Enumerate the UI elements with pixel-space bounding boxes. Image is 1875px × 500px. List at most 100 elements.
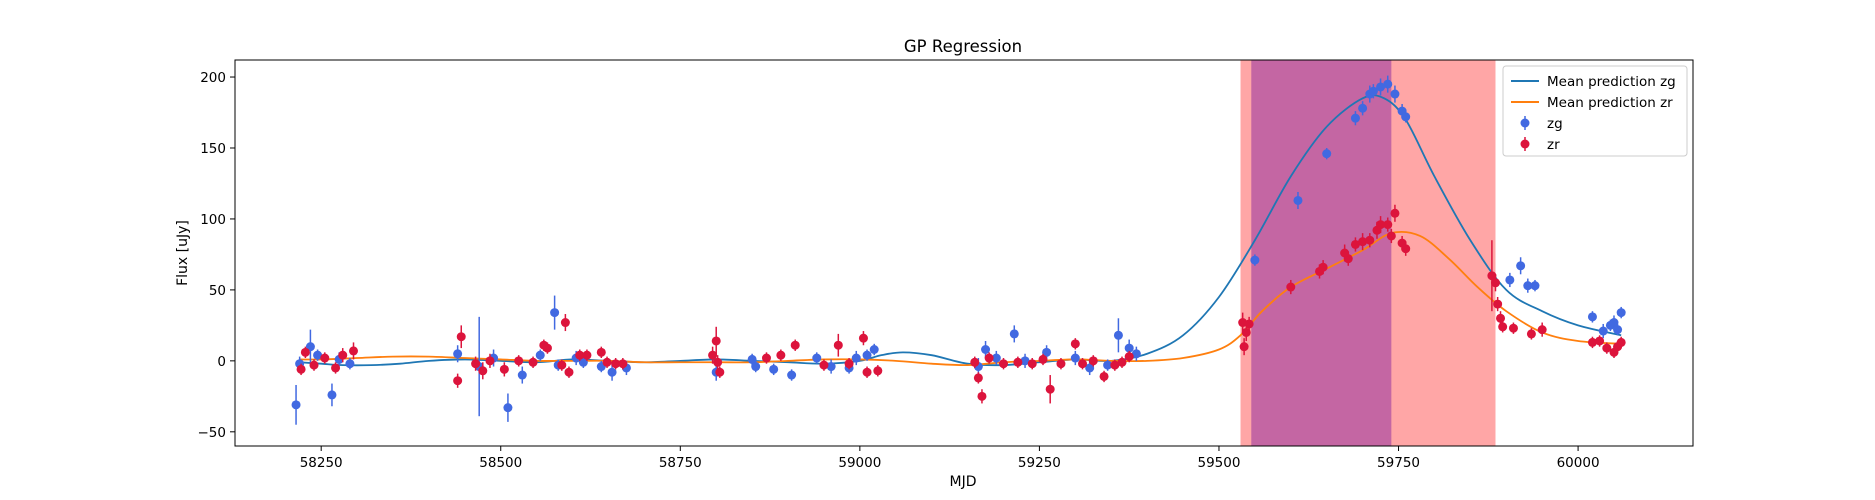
data-point-zr-65 (1350, 237, 1360, 252)
observation-points (291, 75, 1626, 425)
data-point-zg-11 (517, 366, 527, 384)
data-marker (1070, 339, 1080, 349)
legend-label: zr (1547, 137, 1560, 153)
data-marker (1390, 208, 1400, 218)
y-tick-label: 150 (200, 141, 226, 157)
data-point-zr-12 (499, 362, 509, 377)
data-point-zg-3 (313, 349, 323, 361)
data-marker (1598, 326, 1608, 336)
data-marker (1587, 337, 1597, 347)
data-marker (1078, 359, 1088, 369)
data-marker (970, 357, 980, 367)
data-marker (1113, 330, 1123, 340)
data-marker (1401, 244, 1411, 254)
data-marker (1070, 353, 1080, 363)
data-marker (1045, 384, 1055, 394)
data-point-zg-64 (1616, 306, 1626, 319)
data-marker (1358, 237, 1368, 247)
data-point-zr-24 (611, 358, 621, 370)
data-point-zr-67 (1365, 233, 1375, 248)
data-point-zr-80 (1508, 322, 1518, 334)
data-marker (453, 349, 463, 359)
data-point-zg-44 (1293, 191, 1303, 210)
y-tick-label: 0 (217, 354, 226, 370)
data-point-zr-38 (873, 365, 883, 377)
data-point-zr-16 (542, 342, 552, 354)
data-point-zr-23 (602, 356, 612, 368)
data-point-zg-23 (769, 363, 779, 376)
data-marker (973, 373, 983, 383)
data-marker (1505, 275, 1515, 285)
data-point-zg-32 (981, 340, 991, 359)
data-point-zr-21 (582, 349, 592, 361)
data-point-zg-2 (305, 329, 315, 364)
legend-entry-zg: zg (1520, 116, 1563, 132)
data-marker (873, 366, 883, 376)
data-marker (1042, 347, 1052, 357)
data-marker (787, 370, 797, 380)
data-marker (858, 333, 868, 343)
shaded-regions (1240, 60, 1496, 446)
data-point-zg-10 (503, 393, 513, 422)
data-point-zg-39 (1103, 359, 1113, 371)
data-point-zg-40 (1113, 318, 1123, 353)
data-marker (349, 346, 359, 356)
data-point-zg-29 (862, 349, 872, 361)
data-point-zr-42 (984, 352, 994, 364)
data-point-zr-9 (471, 356, 481, 371)
data-marker (1487, 271, 1497, 281)
data-point-zr-8 (456, 325, 466, 349)
data-marker (1493, 299, 1503, 309)
data-marker (602, 357, 612, 367)
data-marker (1099, 371, 1109, 381)
data-point-zr-45 (1027, 358, 1037, 370)
data-marker (790, 340, 800, 350)
data-point-zr-84 (1595, 335, 1605, 347)
data-point-zr-18 (560, 314, 570, 332)
legend-label: Mean prediction zg (1547, 74, 1676, 90)
x-tick-label: 58250 (300, 455, 343, 471)
data-point-zr-81 (1526, 328, 1536, 340)
data-point-zr-37 (862, 366, 872, 378)
data-marker (713, 357, 723, 367)
data-marker (309, 360, 319, 370)
data-marker (1056, 359, 1066, 369)
data-marker (1609, 318, 1619, 328)
data-point-zr-83 (1587, 336, 1597, 349)
data-marker (1523, 281, 1533, 291)
data-point-zr-74 (1401, 241, 1411, 256)
data-point-zr-51 (1088, 355, 1098, 367)
legend-box (1502, 65, 1688, 157)
x-tick-label: 58750 (659, 455, 702, 471)
data-marker (776, 350, 786, 360)
data-point-zg-12 (535, 349, 545, 361)
data-point-zg-50 (1376, 78, 1386, 96)
data-marker (1383, 220, 1393, 230)
data-point-zg-21 (747, 353, 757, 366)
data-point-zr-77 (1493, 296, 1503, 312)
data-point-zr-46 (1038, 353, 1048, 366)
data-point-zg-45 (1322, 147, 1332, 160)
data-marker (1117, 357, 1127, 367)
data-point-zr-64 (1343, 251, 1353, 266)
data-marker (453, 376, 463, 386)
data-marker (1038, 354, 1048, 364)
data-marker (1390, 89, 1400, 99)
data-point-zr-25 (618, 358, 628, 370)
data-point-zg-22 (751, 360, 761, 373)
data-point-zr-10 (478, 362, 488, 380)
data-marker (611, 359, 621, 369)
data-marker (977, 391, 987, 401)
data-marker (1350, 113, 1360, 123)
data-point-zr-52 (1099, 370, 1109, 383)
legend-entry-mean-prediction-zr: Mean prediction zr (1511, 95, 1673, 111)
data-marker (715, 367, 725, 377)
data-marker (769, 364, 779, 374)
data-marker (1368, 86, 1378, 96)
data-marker (291, 400, 301, 410)
data-marker (1365, 235, 1375, 245)
data-point-zg-7 (453, 345, 463, 363)
data-point-zg-49 (1368, 84, 1378, 99)
data-point-zg-57 (1523, 278, 1533, 293)
